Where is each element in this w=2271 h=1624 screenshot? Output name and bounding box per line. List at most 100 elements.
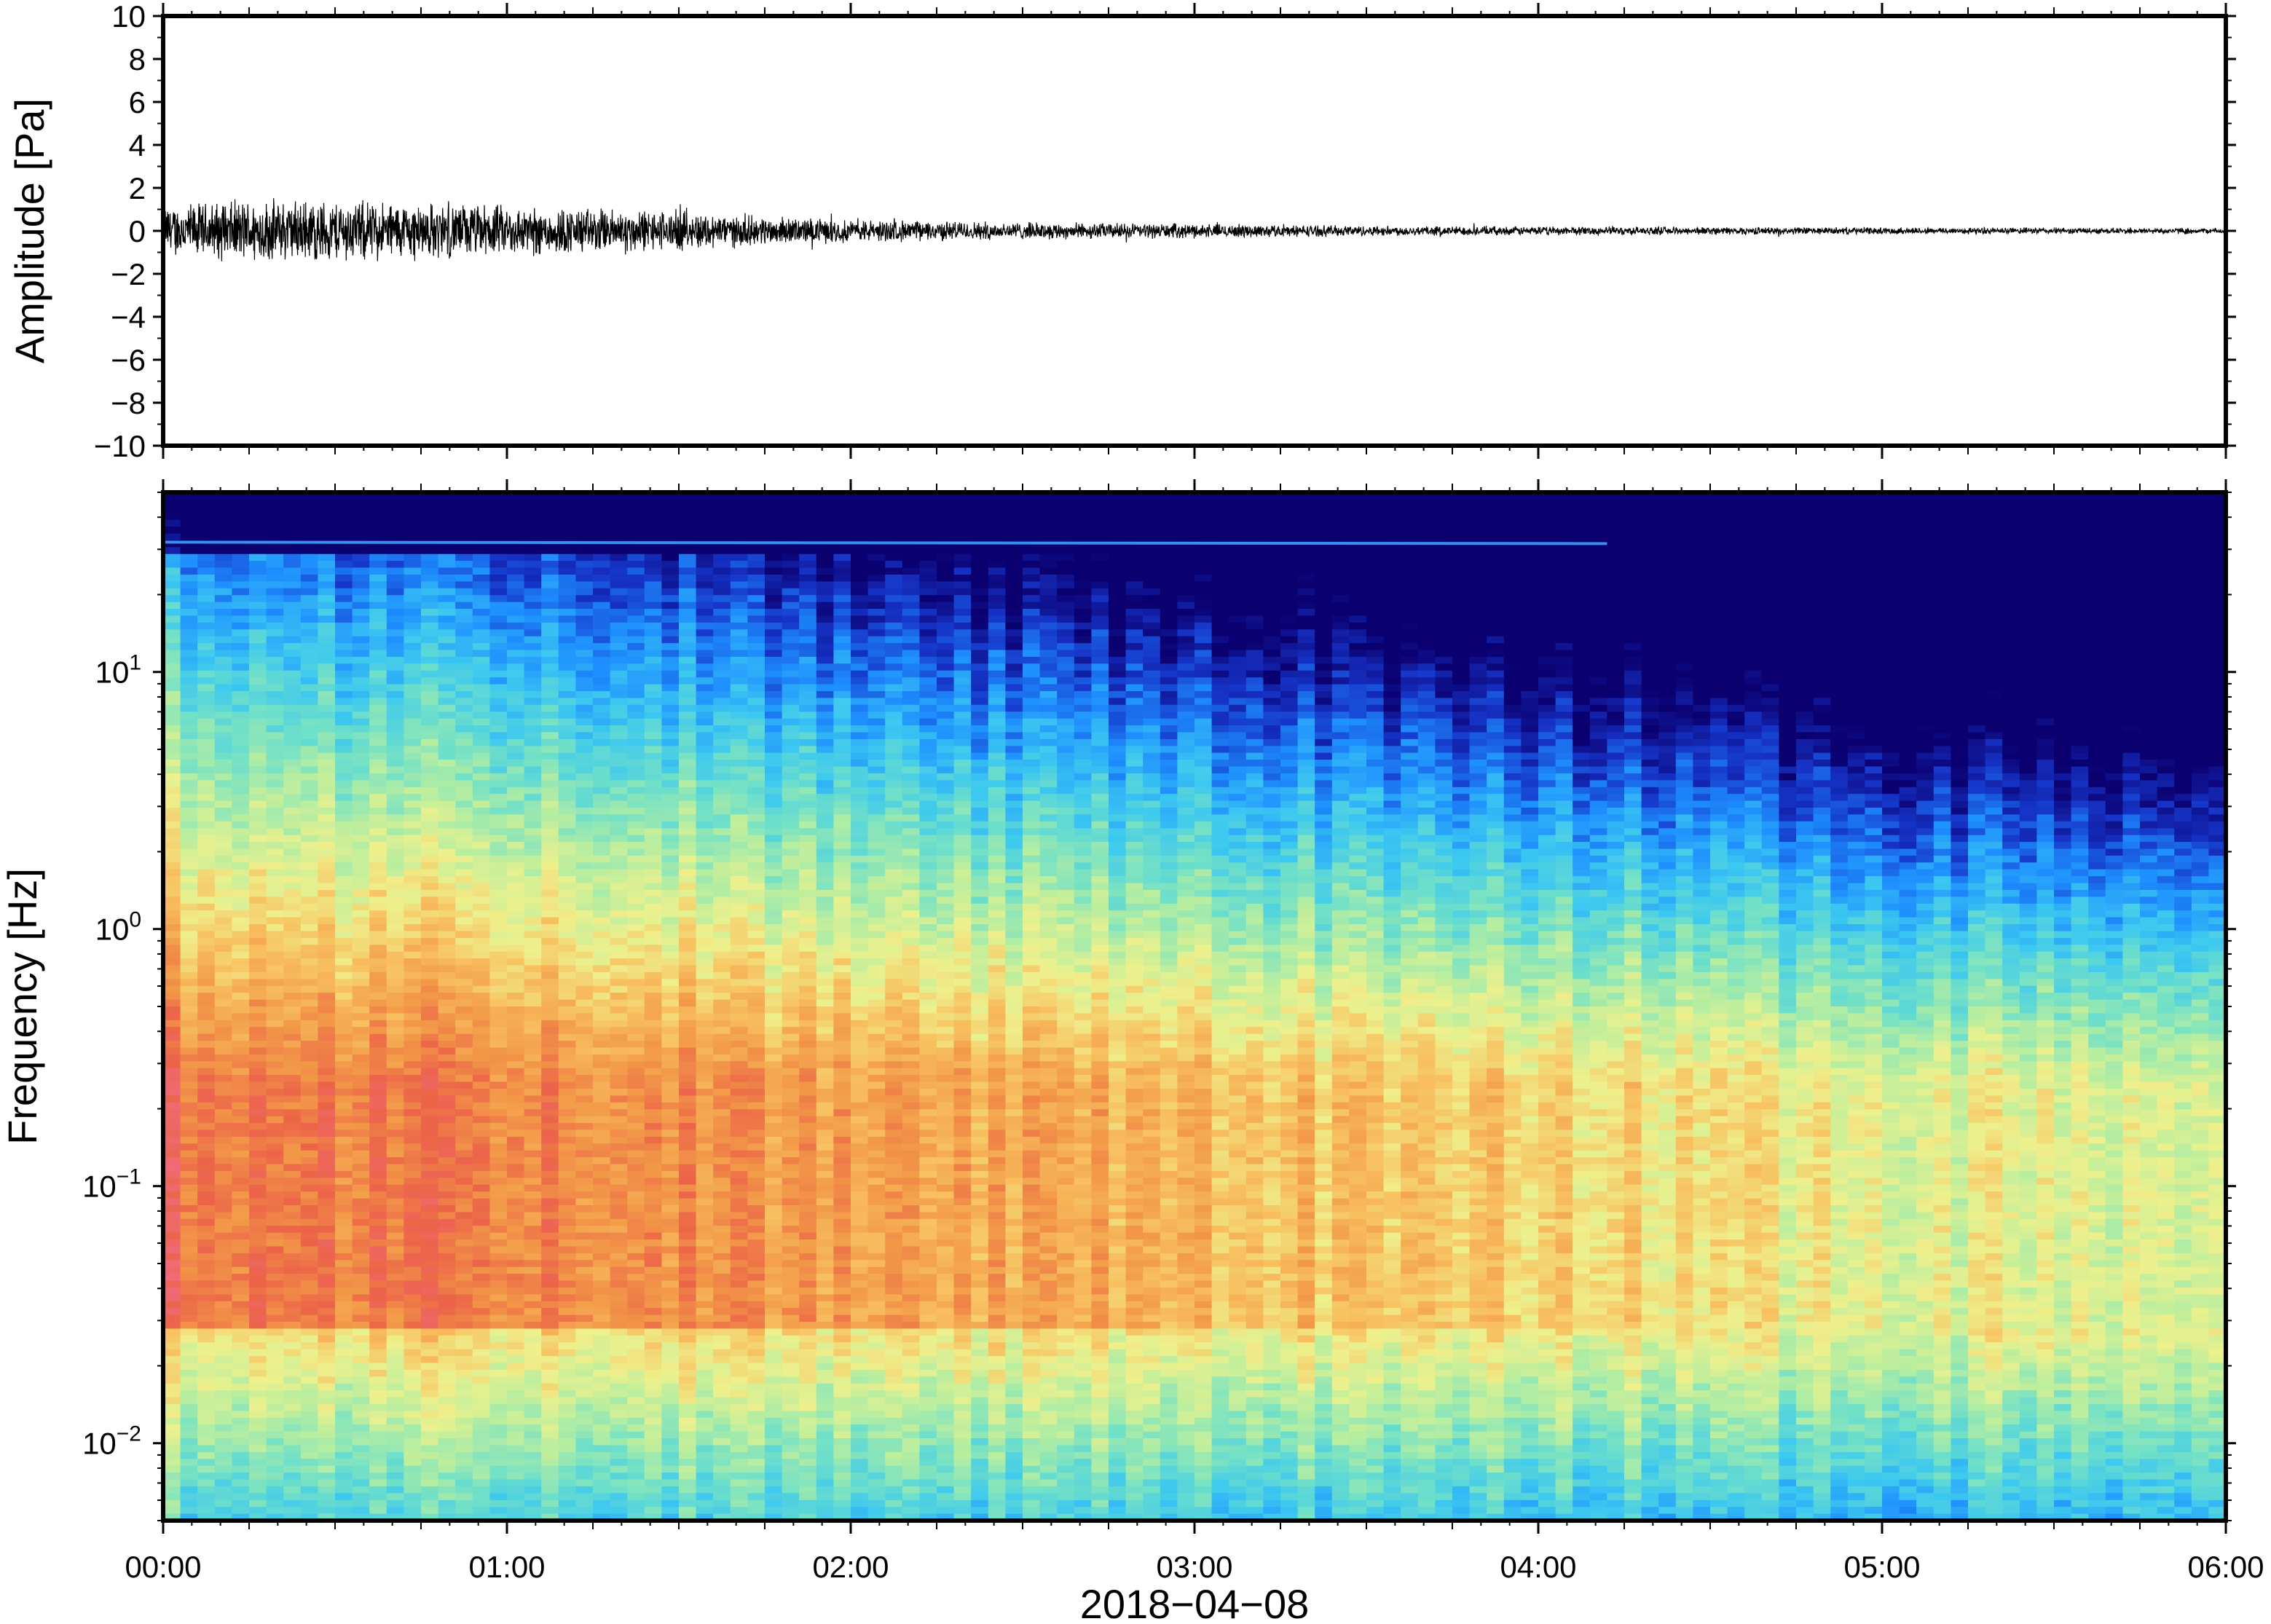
heatmap-cell [627, 1191, 645, 1199]
heatmap-cell [421, 1075, 438, 1082]
heatmap-cell [696, 1288, 714, 1295]
heatmap-cell [559, 520, 576, 527]
heatmap-cell [335, 966, 353, 973]
heatmap-cell [181, 1103, 198, 1110]
heatmap-cell [438, 1219, 456, 1226]
heatmap-cell [645, 773, 662, 781]
heatmap-cell [627, 719, 645, 726]
heatmap-cell [507, 835, 524, 843]
heatmap-cell [335, 918, 353, 925]
heatmap-cell [301, 1116, 318, 1124]
heatmap-cell [524, 1507, 542, 1514]
heatmap-cell [645, 1322, 662, 1329]
heatmap-cell [559, 1000, 576, 1007]
heatmap-cell [627, 615, 645, 623]
heatmap-cell [181, 609, 198, 616]
heatmap-cell [541, 862, 559, 870]
heatmap-cell [353, 623, 370, 630]
heatmap-cell [215, 1123, 232, 1130]
heatmap-cell [645, 1390, 662, 1398]
amplitude-y-tick-label: −8 [111, 386, 146, 420]
heatmap-cell [489, 1411, 507, 1418]
heatmap-cell [267, 1157, 284, 1164]
heatmap-cell [524, 1398, 542, 1405]
heatmap-cell [696, 1034, 714, 1041]
heatmap-cell [473, 1301, 490, 1309]
heatmap-cell [473, 1164, 490, 1172]
heatmap-cell [524, 1480, 542, 1487]
heatmap-cell [593, 952, 610, 959]
heatmap-cell [541, 787, 559, 795]
spectrogram-heatmap [163, 492, 2227, 1521]
heatmap-cell [696, 1123, 714, 1130]
heatmap-cell [318, 1411, 335, 1418]
heatmap-cell [473, 1006, 490, 1014]
heatmap-cell [575, 1281, 593, 1288]
heatmap-cell [661, 705, 679, 712]
heatmap-cell [163, 1432, 181, 1439]
heatmap-cell [575, 780, 593, 787]
heatmap-cell [507, 1500, 524, 1507]
heatmap-cell [249, 966, 267, 973]
heatmap-cell [559, 1061, 576, 1068]
heatmap-cell [181, 924, 198, 931]
heatmap-cell [421, 691, 438, 698]
heatmap-cell [507, 821, 524, 829]
heatmap-cell [353, 1473, 370, 1480]
heatmap-cell [696, 547, 714, 554]
heatmap-cell [215, 1164, 232, 1172]
heatmap-cell [575, 534, 593, 541]
heatmap-cell [627, 938, 645, 945]
heatmap-cell [335, 1446, 353, 1453]
heatmap-cell [301, 1178, 318, 1185]
heatmap-cell [473, 657, 490, 664]
heatmap-cell [645, 794, 662, 801]
heatmap-cell [283, 1137, 301, 1144]
heatmap-cell [627, 725, 645, 733]
heatmap-cell [489, 1171, 507, 1178]
heatmap-cell [593, 746, 610, 753]
heatmap-cell [387, 595, 404, 602]
heatmap-cell [404, 1061, 421, 1068]
heatmap-cell [438, 1027, 456, 1034]
heatmap-cell [455, 1048, 473, 1055]
heatmap-cell [318, 1137, 335, 1144]
heatmap-cell [559, 725, 576, 733]
heatmap-cell [421, 1191, 438, 1199]
heatmap-cell [404, 958, 421, 966]
heatmap-cell [473, 636, 490, 644]
heatmap-cell [249, 534, 267, 541]
heatmap-cell [353, 1095, 370, 1103]
heatmap-cell [645, 883, 662, 891]
heatmap-cell [610, 1219, 628, 1226]
heatmap-cell [249, 581, 267, 588]
heatmap-cell [232, 1013, 249, 1020]
heatmap-cell [645, 1315, 662, 1323]
heatmap-cell [489, 561, 507, 568]
heatmap-cell [489, 1342, 507, 1349]
heatmap-cell [353, 1233, 370, 1240]
heatmap-cell [387, 1253, 404, 1261]
heatmap-cell [455, 623, 473, 630]
heatmap-cell [661, 677, 679, 685]
heatmap-cell [335, 890, 353, 897]
heatmap-cell [318, 1082, 335, 1089]
heatmap-cell [267, 862, 284, 870]
heatmap-cell [559, 896, 576, 904]
heatmap-cell [575, 767, 593, 774]
heatmap-cell [438, 1260, 456, 1267]
heatmap-cell [335, 767, 353, 774]
heatmap-cell [197, 1363, 215, 1371]
heatmap-cell [661, 499, 679, 506]
heatmap-cell [575, 1013, 593, 1020]
heatmap-cell [645, 636, 662, 644]
heatmap-cell [524, 636, 542, 644]
heatmap-cell [335, 636, 353, 644]
heatmap-cell [524, 1082, 542, 1089]
heatmap-cell [421, 1178, 438, 1185]
heatmap-cell [473, 938, 490, 945]
heatmap-cell [267, 733, 284, 740]
heatmap-cell [232, 581, 249, 588]
heatmap-cell [421, 931, 438, 939]
heatmap-cell [404, 602, 421, 610]
